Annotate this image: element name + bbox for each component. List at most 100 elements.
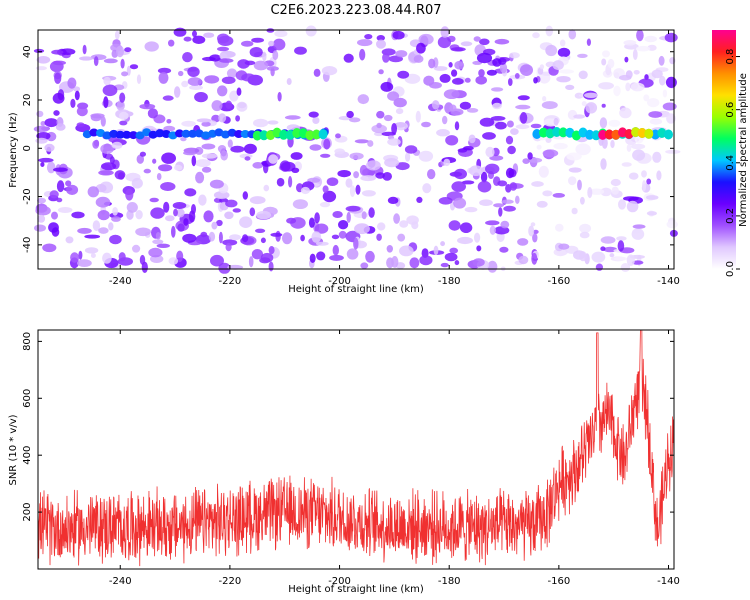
heatmap-cell	[568, 176, 577, 186]
heatmap-cell	[421, 121, 431, 128]
x-tick-label: -220	[219, 276, 242, 287]
y-tick-label: 20	[22, 94, 33, 107]
y-tick-label: 40	[22, 45, 33, 58]
heatmap-cell	[192, 30, 197, 38]
heatmap-cell	[244, 156, 251, 161]
heatmap-cell	[242, 191, 248, 200]
heatmap-cell	[334, 148, 345, 155]
heatmap-cell	[51, 49, 64, 55]
heatmap-cell	[84, 247, 99, 254]
heatmap-cell	[248, 256, 254, 268]
heatmap-cell	[608, 119, 621, 127]
heatmap-cell	[662, 89, 668, 98]
heatmap-cell	[158, 164, 173, 172]
heatmap-cell	[309, 253, 316, 263]
heatmap-cell	[235, 115, 241, 122]
x-tick-label: -240	[109, 276, 132, 287]
y-tick-label: 600	[22, 389, 33, 408]
heatmap-cell	[355, 184, 361, 195]
heatmap-cell	[395, 50, 408, 58]
heatmap-cell	[267, 120, 279, 125]
heatmap-cell	[602, 50, 610, 58]
heatmap-cell	[409, 257, 420, 269]
heatmap-cell	[631, 143, 646, 150]
heatmap-cell	[580, 196, 585, 205]
heatmap-cell	[418, 150, 434, 162]
y-tick-label: 800	[22, 332, 33, 351]
heatmap-cell	[331, 234, 340, 240]
heatmap-cell	[37, 214, 46, 223]
heatmap-cell	[315, 241, 329, 246]
heatmap-cell	[201, 166, 212, 173]
heatmap-cell	[464, 206, 478, 213]
heatmap-cell	[366, 160, 381, 171]
heatmap-cell	[497, 180, 508, 187]
heatmap-cell	[527, 152, 533, 160]
heatmap-cell	[243, 143, 257, 154]
y-tick-label: 0	[22, 145, 33, 151]
heatmap-cell	[141, 261, 148, 273]
heatmap-cell	[613, 256, 628, 261]
heatmap-cell	[147, 108, 158, 119]
heatmap-cell	[659, 75, 666, 86]
heatmap-cell	[636, 45, 651, 52]
heatmap-cell	[172, 202, 187, 209]
heatmap-cell	[101, 162, 117, 171]
heatmap-cell	[533, 77, 538, 84]
heatmap-cell	[642, 180, 647, 192]
heatmap-cell	[528, 225, 535, 237]
heatmap-cell	[585, 102, 598, 114]
heatmap-cell	[182, 52, 193, 63]
heatmap-cell	[509, 182, 518, 191]
heatmap-cell	[338, 230, 347, 239]
heatmap-cell	[255, 228, 266, 233]
y-tick-label: -20	[22, 188, 33, 204]
heatmap-cell	[108, 136, 119, 143]
heatmap-cell	[92, 140, 100, 149]
heatmap-cell	[353, 171, 359, 179]
ridge-cell	[259, 130, 269, 141]
heatmap-cell	[308, 111, 319, 118]
colorbar-tick-label: 0.0	[725, 261, 736, 277]
heatmap-cell	[102, 84, 118, 97]
heatmap-cell	[35, 205, 51, 216]
heatmap-cell	[38, 157, 54, 163]
x-tick-label: -140	[657, 576, 680, 587]
heatmap-cell	[266, 66, 279, 71]
heatmap-cell	[579, 231, 590, 239]
heatmap-cell	[623, 196, 639, 202]
heatmap-cell	[84, 234, 101, 239]
heatmap-cell	[136, 74, 142, 84]
heatmap-cell	[428, 58, 436, 69]
heatmap-cell	[229, 234, 241, 241]
heatmap-cell	[98, 227, 109, 234]
heatmap-cell	[485, 146, 495, 158]
heatmap-cell	[393, 213, 400, 224]
colorbar-tick-label: 0.6	[725, 102, 736, 118]
heatmap-cell	[626, 200, 639, 213]
heatmap-cell	[515, 195, 520, 204]
heatmap-cell	[577, 179, 582, 191]
spectrogram-frame	[37, 29, 675, 270]
heatmap-cell	[176, 208, 185, 218]
heatmap-cell	[294, 46, 307, 55]
heatmap-cell	[268, 40, 275, 47]
heatmap-cell	[616, 236, 627, 241]
heatmap-cell	[201, 153, 218, 159]
heatmap-cell	[77, 259, 92, 267]
ridge-cell	[188, 129, 198, 138]
heatmap-cell	[274, 30, 288, 38]
heatmap-cell	[36, 110, 44, 118]
heatmap-cell	[103, 96, 109, 109]
heatmap-cell	[378, 69, 384, 75]
heatmap-cell	[475, 75, 488, 85]
heatmap-cell	[559, 69, 575, 74]
ridge-cell	[305, 130, 315, 141]
heatmap-cell	[579, 223, 592, 233]
heatmap-cell	[632, 149, 646, 161]
heatmap-cell	[651, 69, 663, 79]
heatmap-cell	[184, 188, 197, 197]
heatmap-cell	[478, 69, 485, 77]
heatmap-cell	[565, 84, 575, 90]
heatmap-cell	[357, 39, 373, 47]
